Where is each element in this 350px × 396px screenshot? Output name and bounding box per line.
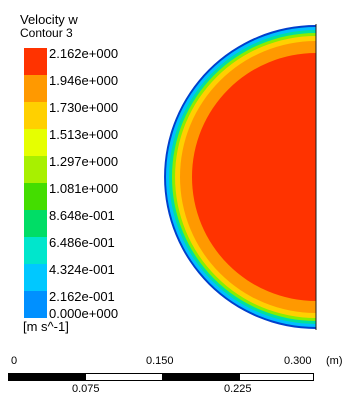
scale-label-end: 0.300 <box>284 355 312 367</box>
legend-swatch <box>24 156 47 183</box>
scale-sub-label: 0.225 <box>224 383 252 395</box>
scale-bar <box>8 373 314 381</box>
legend-tick-label: 0.000e+000 <box>49 306 119 321</box>
legend-tick-label: 6.486e-001 <box>49 235 115 250</box>
legend-swatch <box>24 129 47 156</box>
legend-tick-label: 2.162e+000 <box>49 46 119 61</box>
legend-tick-label: 1.297e+000 <box>49 154 119 169</box>
scale-segment <box>239 373 314 381</box>
scale-segment <box>162 373 240 381</box>
scale-label-start: 0 <box>11 355 18 367</box>
legend-subtitle: Contour 3 <box>20 26 73 40</box>
legend-swatch <box>24 75 47 102</box>
legend-swatch <box>24 237 47 264</box>
legend-title: Velocity w <box>20 12 78 27</box>
legend-tick-label: 2.162e-001 <box>49 289 115 304</box>
legend-tick-label: 1.946e+000 <box>49 73 119 88</box>
legend-swatch <box>24 102 47 129</box>
velocity-contour-plot <box>164 24 317 330</box>
scale-sub-label: 0.075 <box>72 383 100 395</box>
legend-swatch <box>24 210 47 237</box>
legend-tick-label: 1.081e+000 <box>49 181 119 196</box>
contour-band <box>192 53 316 301</box>
legend-swatch <box>24 291 47 318</box>
legend-swatch <box>24 48 47 75</box>
legend-tick-label: 1.730e+000 <box>49 100 119 115</box>
scale-segment <box>8 373 86 381</box>
legend-swatch <box>24 264 47 291</box>
color-legend-bar <box>24 48 47 318</box>
legend-tick-label: 4.324e-001 <box>49 262 115 277</box>
scale-label-mid: 0.150 <box>146 355 174 367</box>
scale-unit: (m) <box>326 355 343 367</box>
scale-segment <box>85 373 163 381</box>
legend-tick-label: 8.648e-001 <box>49 208 115 223</box>
legend-units: [m s^-1] <box>23 319 69 334</box>
legend-tick-label: 1.513e+000 <box>49 127 119 142</box>
legend-swatch <box>24 183 47 210</box>
